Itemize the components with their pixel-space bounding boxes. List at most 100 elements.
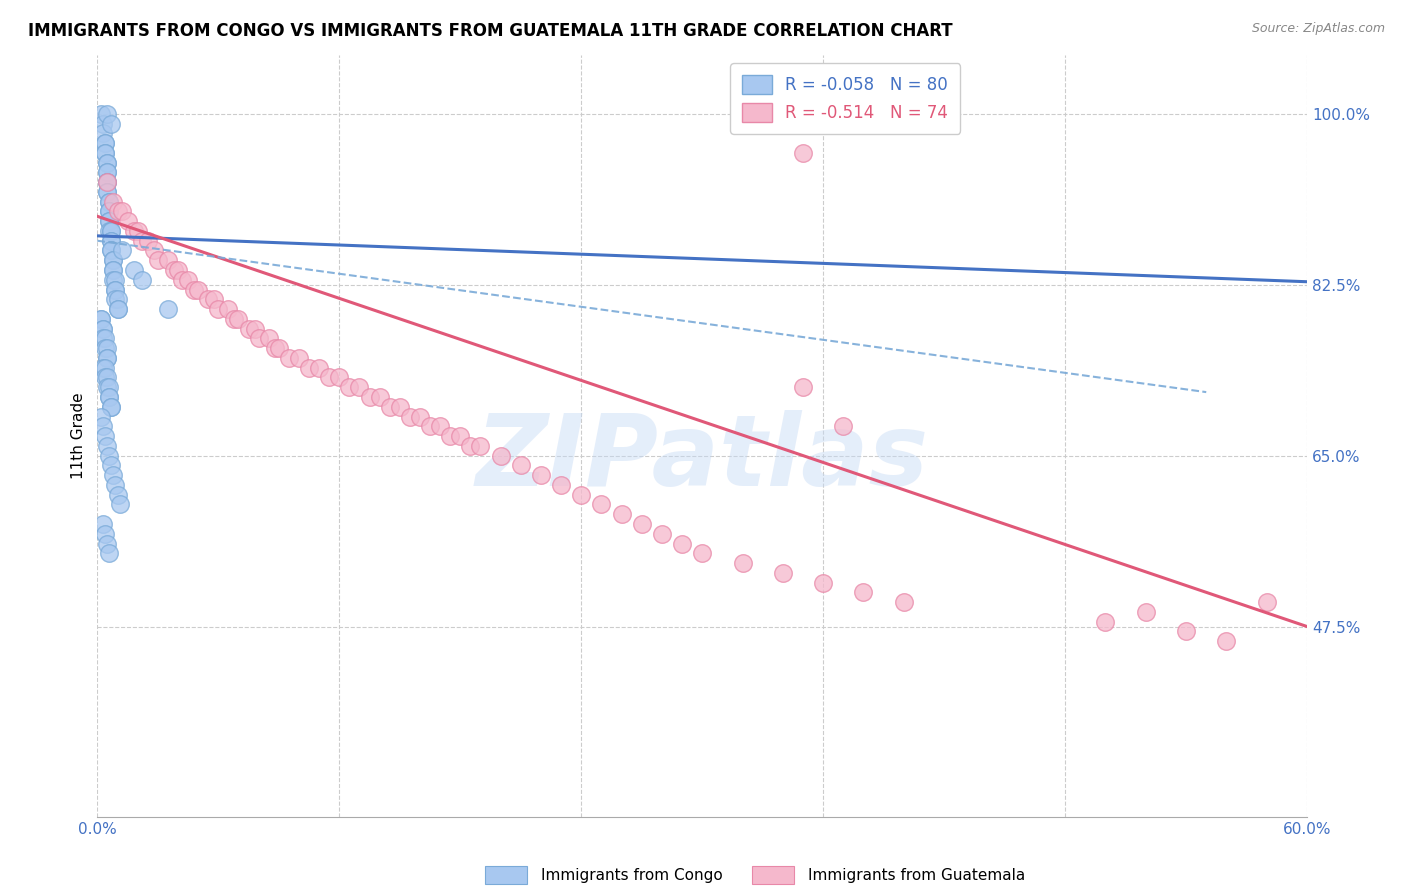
Point <box>103 273 125 287</box>
Point <box>792 380 814 394</box>
Point <box>90 311 112 326</box>
Point <box>93 331 115 345</box>
Point <box>98 546 121 560</box>
Point <box>772 566 794 580</box>
Point <box>163 263 186 277</box>
Point <box>610 507 633 521</box>
Point <box>100 116 122 130</box>
Point <box>90 107 112 121</box>
Point <box>318 370 340 384</box>
Point <box>690 546 713 560</box>
Point <box>98 194 121 209</box>
Point <box>90 311 112 326</box>
Point <box>107 302 129 317</box>
Point <box>131 273 153 287</box>
Point <box>122 263 145 277</box>
Point <box>94 341 117 355</box>
Point <box>103 253 125 268</box>
Point <box>852 585 875 599</box>
Point <box>96 155 118 169</box>
Point <box>98 204 121 219</box>
Point <box>419 419 441 434</box>
Point <box>104 293 127 307</box>
Point <box>170 273 193 287</box>
Point <box>177 273 200 287</box>
Text: Immigrants from Congo: Immigrants from Congo <box>541 869 723 883</box>
Point <box>460 439 482 453</box>
Point <box>93 321 115 335</box>
Point <box>108 498 131 512</box>
Point <box>439 429 461 443</box>
Point <box>238 321 260 335</box>
Point <box>94 360 117 375</box>
Point <box>100 244 122 258</box>
Point <box>1094 615 1116 629</box>
Point <box>832 419 855 434</box>
Point <box>93 116 115 130</box>
Point <box>96 175 118 189</box>
Point <box>96 175 118 189</box>
Point <box>224 311 246 326</box>
Point <box>167 263 190 277</box>
Point <box>308 360 330 375</box>
Point <box>96 380 118 394</box>
Point <box>98 449 121 463</box>
Point <box>122 224 145 238</box>
Point <box>94 145 117 160</box>
Point <box>100 224 122 238</box>
Text: ZIPatlas: ZIPatlas <box>475 410 929 508</box>
Point <box>131 234 153 248</box>
Point <box>93 360 115 375</box>
Point <box>107 302 129 317</box>
Point <box>93 516 115 531</box>
Point <box>96 370 118 384</box>
Text: IMMIGRANTS FROM CONGO VS IMMIGRANTS FROM GUATEMALA 11TH GRADE CORRELATION CHART: IMMIGRANTS FROM CONGO VS IMMIGRANTS FROM… <box>28 22 953 40</box>
Point <box>100 400 122 414</box>
Point <box>96 107 118 121</box>
Point <box>591 498 613 512</box>
Point <box>489 449 512 463</box>
Point <box>550 478 572 492</box>
Text: Source: ZipAtlas.com: Source: ZipAtlas.com <box>1251 22 1385 36</box>
Point <box>288 351 311 365</box>
Point <box>429 419 451 434</box>
Point <box>98 194 121 209</box>
Point <box>530 468 553 483</box>
Point <box>243 321 266 335</box>
Point <box>98 224 121 238</box>
Point <box>156 253 179 268</box>
Point <box>409 409 432 424</box>
Point <box>247 331 270 345</box>
Point <box>127 224 149 238</box>
Point <box>277 351 299 365</box>
Point <box>90 409 112 424</box>
Point <box>93 321 115 335</box>
Point <box>449 429 471 443</box>
Point <box>96 351 118 365</box>
Point <box>107 293 129 307</box>
Point <box>103 468 125 483</box>
Point <box>107 488 129 502</box>
Point <box>94 145 117 160</box>
Point <box>110 244 132 258</box>
Point <box>337 380 360 394</box>
Point <box>103 253 125 268</box>
Point <box>811 575 834 590</box>
Point <box>104 273 127 287</box>
Point <box>228 311 250 326</box>
Point <box>263 341 285 355</box>
Point <box>107 204 129 219</box>
Point <box>98 214 121 228</box>
Point <box>104 283 127 297</box>
Point <box>96 536 118 550</box>
Point <box>98 390 121 404</box>
Point <box>359 390 381 404</box>
Point <box>470 439 492 453</box>
Point <box>96 341 118 355</box>
Point <box>100 400 122 414</box>
Point <box>630 516 652 531</box>
Point <box>98 204 121 219</box>
Point <box>142 244 165 258</box>
Point <box>328 370 350 384</box>
Point <box>187 283 209 297</box>
